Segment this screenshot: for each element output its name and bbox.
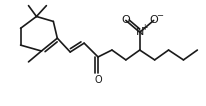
Text: N: N	[136, 27, 144, 37]
Text: +: +	[142, 23, 148, 32]
Text: O: O	[122, 15, 130, 25]
Text: O: O	[94, 75, 102, 85]
Text: −: −	[156, 11, 163, 20]
Text: O: O	[149, 15, 158, 25]
